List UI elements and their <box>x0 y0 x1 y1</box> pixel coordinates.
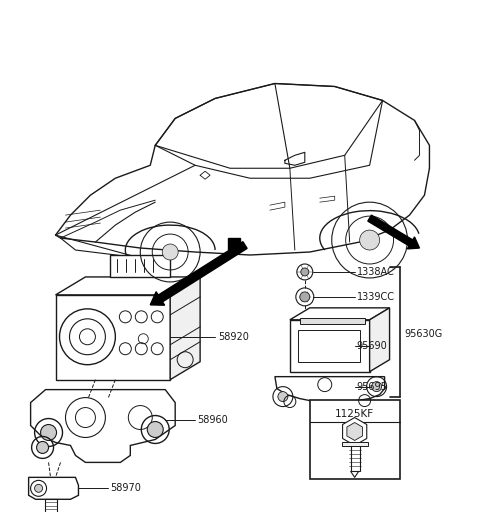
Circle shape <box>372 382 382 391</box>
Text: 58960: 58960 <box>197 415 228 425</box>
Text: 95690: 95690 <box>357 341 387 351</box>
Polygon shape <box>343 418 367 445</box>
Text: 1125KF: 1125KF <box>335 408 374 419</box>
Circle shape <box>35 484 43 492</box>
FancyArrow shape <box>150 242 247 305</box>
Bar <box>300 318 365 324</box>
Polygon shape <box>56 277 200 295</box>
Text: 95630G: 95630G <box>405 329 443 339</box>
Polygon shape <box>347 423 362 441</box>
Text: 58920: 58920 <box>218 332 249 342</box>
Text: 1339CC: 1339CC <box>357 292 395 302</box>
Polygon shape <box>370 308 390 371</box>
Circle shape <box>360 230 380 250</box>
Polygon shape <box>31 389 175 462</box>
Circle shape <box>41 425 57 441</box>
Bar <box>110 255 170 277</box>
Text: 95695: 95695 <box>357 382 387 391</box>
Polygon shape <box>275 377 384 405</box>
Bar <box>342 442 368 446</box>
FancyArrow shape <box>368 215 420 249</box>
Bar <box>228 238 240 250</box>
Bar <box>45 499 57 513</box>
Polygon shape <box>29 478 78 499</box>
Circle shape <box>301 268 309 276</box>
Text: 1338AC: 1338AC <box>357 267 395 277</box>
Circle shape <box>278 391 288 402</box>
Circle shape <box>162 244 178 260</box>
Polygon shape <box>290 320 370 371</box>
Bar <box>310 400 399 479</box>
Bar <box>351 443 360 471</box>
Circle shape <box>300 292 310 302</box>
Polygon shape <box>56 295 170 380</box>
Circle shape <box>36 442 48 453</box>
Polygon shape <box>290 308 390 320</box>
Text: 58970: 58970 <box>110 483 141 494</box>
Circle shape <box>147 422 163 438</box>
Polygon shape <box>170 277 200 380</box>
Bar <box>298 330 360 362</box>
